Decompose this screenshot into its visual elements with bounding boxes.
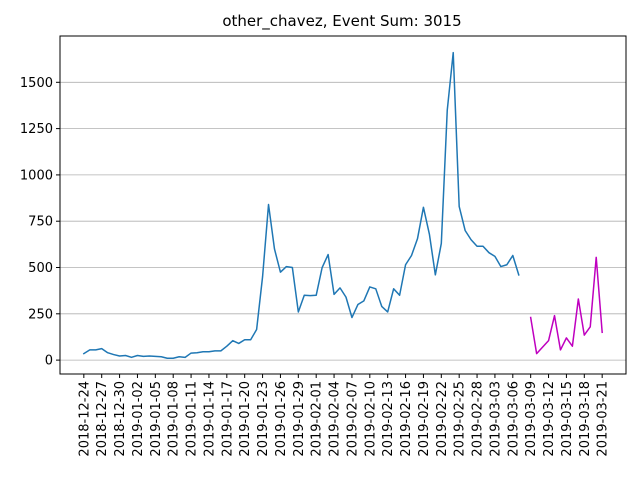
y-axis: 0 250 500 750 1000 1250 1500 bbox=[20, 76, 60, 369]
x-tick-label: 2019-01-26 bbox=[274, 381, 289, 457]
series-line-1 bbox=[82, 51, 520, 360]
x-tick-label: 2018-12-27 bbox=[95, 381, 110, 457]
x-axis: 2018-12-24 2018-12-27 2018-12-30 2019-01-02… bbox=[77, 374, 611, 457]
y-tick-label: 250 bbox=[28, 307, 53, 322]
x-tick-label: 2019-01-29 bbox=[292, 381, 307, 457]
x-tick-label: 2019-02-19 bbox=[417, 381, 432, 457]
x-tick-label: 2019-03-09 bbox=[524, 381, 539, 457]
plot-area-frame bbox=[59, 35, 627, 375]
chart-title: other_chavez, Event Sum: 3015 bbox=[222, 12, 461, 31]
x-tick-label: 2019-01-02 bbox=[131, 381, 146, 457]
x-tick-label: 2019-03-21 bbox=[596, 381, 611, 457]
x-tick-label: 2019-03-15 bbox=[560, 381, 575, 457]
x-tick-label: 2019-02-25 bbox=[453, 381, 468, 457]
y-tick-label: 750 bbox=[28, 215, 53, 230]
x-tick-label: 2019-02-22 bbox=[435, 381, 450, 457]
y-tick-label: 1500 bbox=[20, 76, 53, 91]
x-tick-label: 2019-01-05 bbox=[149, 381, 164, 457]
x-tick-label: 2019-01-17 bbox=[220, 381, 235, 457]
y-tick-label: 1250 bbox=[20, 122, 53, 137]
x-tick-label: 2019-02-07 bbox=[345, 381, 360, 457]
series-line-2 bbox=[529, 256, 603, 355]
x-tick-label: 2018-12-24 bbox=[77, 381, 92, 457]
x-tick-label: 2019-02-13 bbox=[381, 381, 396, 457]
x-tick-label: 2019-03-12 bbox=[542, 381, 557, 457]
x-tick-label: 2019-01-08 bbox=[167, 381, 182, 457]
y-tick-label: 1000 bbox=[20, 168, 53, 183]
x-tick-label: 2019-03-06 bbox=[506, 381, 521, 457]
x-tick-label: 2019-02-28 bbox=[471, 381, 486, 457]
x-tick-label: 2019-01-20 bbox=[238, 381, 253, 457]
x-tick-label: 2018-12-30 bbox=[113, 381, 128, 457]
y-tick-label: 500 bbox=[28, 261, 53, 276]
x-tick-label: 2019-02-04 bbox=[328, 381, 343, 457]
x-tick-label: 2019-02-10 bbox=[363, 381, 378, 457]
x-tick-label: 2019-02-01 bbox=[310, 381, 325, 457]
x-tick-label: 2019-02-16 bbox=[399, 381, 414, 457]
grid-lines bbox=[60, 81, 626, 361]
x-tick-label: 2019-03-03 bbox=[488, 381, 503, 457]
x-tick-label: 2019-01-11 bbox=[185, 381, 200, 457]
x-tick-label: 2019-01-14 bbox=[202, 381, 217, 457]
series-lines bbox=[82, 51, 603, 360]
x-tick-label: 2019-03-18 bbox=[578, 381, 593, 457]
y-tick-label: 0 bbox=[45, 354, 53, 369]
x-tick-label: 2019-01-23 bbox=[256, 381, 271, 457]
